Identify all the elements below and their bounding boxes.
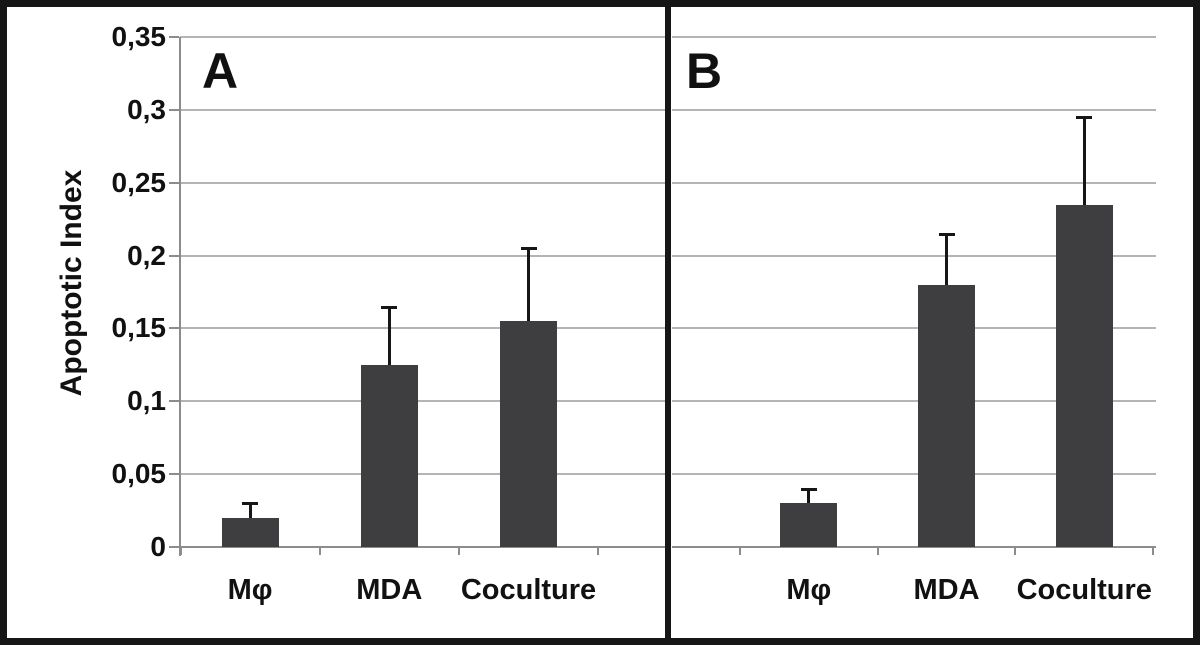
x-axis-line bbox=[180, 546, 666, 548]
bar bbox=[780, 503, 838, 547]
bar bbox=[918, 284, 976, 547]
category-label: MDA bbox=[913, 574, 980, 606]
gridline bbox=[672, 108, 1156, 111]
category-label: Coculture bbox=[1016, 574, 1152, 606]
x-axis-tick bbox=[1152, 547, 1155, 555]
y-tick-label: 0,3 bbox=[127, 93, 166, 125]
gridline bbox=[180, 327, 666, 330]
gridline bbox=[672, 181, 1156, 184]
category-label: MDA bbox=[356, 574, 423, 606]
gridline bbox=[180, 36, 666, 38]
gridline bbox=[180, 473, 666, 476]
gridline bbox=[672, 254, 1156, 257]
gridline bbox=[672, 36, 1156, 38]
error-bar-cap bbox=[938, 232, 955, 236]
bar bbox=[221, 517, 279, 547]
y-axis-tick bbox=[169, 327, 179, 330]
x-axis-line bbox=[672, 546, 1156, 548]
x-axis-tick bbox=[318, 547, 321, 555]
gridline bbox=[180, 254, 666, 257]
y-axis-tick bbox=[169, 254, 179, 257]
gridline bbox=[180, 181, 666, 184]
y-tick-label: 0,15 bbox=[111, 312, 167, 344]
gridline bbox=[180, 108, 666, 111]
y-axis-tick bbox=[169, 181, 179, 184]
error-bar-cap bbox=[381, 305, 398, 309]
y-tick-label: 0,35 bbox=[111, 21, 167, 52]
y-axis-tick bbox=[169, 546, 179, 548]
y-axis-tick bbox=[169, 108, 179, 111]
category-label: Mφ bbox=[227, 574, 273, 606]
category-label: Mφ bbox=[786, 574, 832, 606]
error-bar-stem bbox=[387, 306, 391, 365]
gridline bbox=[672, 473, 1156, 476]
error-bar-cap bbox=[242, 502, 259, 506]
y-tick-label: 0,2 bbox=[127, 239, 166, 271]
bar bbox=[360, 364, 418, 547]
gridline bbox=[672, 327, 1156, 330]
x-axis-tick bbox=[1014, 547, 1017, 555]
y-tick-label: 0,1 bbox=[127, 385, 166, 417]
x-axis-tick bbox=[876, 547, 879, 555]
bar bbox=[500, 321, 557, 547]
error-bar-stem bbox=[807, 488, 811, 504]
y-tick-label: 0,05 bbox=[111, 458, 167, 490]
error-bar-stem bbox=[945, 233, 949, 285]
gridline bbox=[180, 400, 666, 403]
gridline bbox=[672, 400, 1156, 403]
x-axis-tick bbox=[457, 547, 460, 555]
y-tick-label: 0,25 bbox=[111, 166, 167, 198]
x-axis-tick bbox=[739, 547, 741, 555]
panel-letter: B bbox=[686, 43, 723, 99]
y-axis-tick bbox=[169, 473, 179, 476]
category-label: Coculture bbox=[460, 574, 597, 606]
error-bar-cap bbox=[1076, 116, 1093, 120]
y-axis-line bbox=[179, 37, 181, 556]
panel-letter: A bbox=[202, 43, 239, 99]
error-bar-cap bbox=[520, 247, 537, 251]
bar bbox=[1055, 204, 1113, 547]
y-axis-tick bbox=[169, 400, 179, 403]
error-bar-stem bbox=[527, 248, 530, 322]
x-axis-tick bbox=[597, 547, 600, 555]
error-bar-cap bbox=[800, 487, 817, 491]
y-tick-label: 0 bbox=[150, 531, 166, 562]
y-axis-tick bbox=[169, 36, 179, 38]
error-bar-stem bbox=[1082, 117, 1086, 205]
panel-divider bbox=[665, 0, 671, 645]
error-bar-stem bbox=[248, 503, 252, 518]
